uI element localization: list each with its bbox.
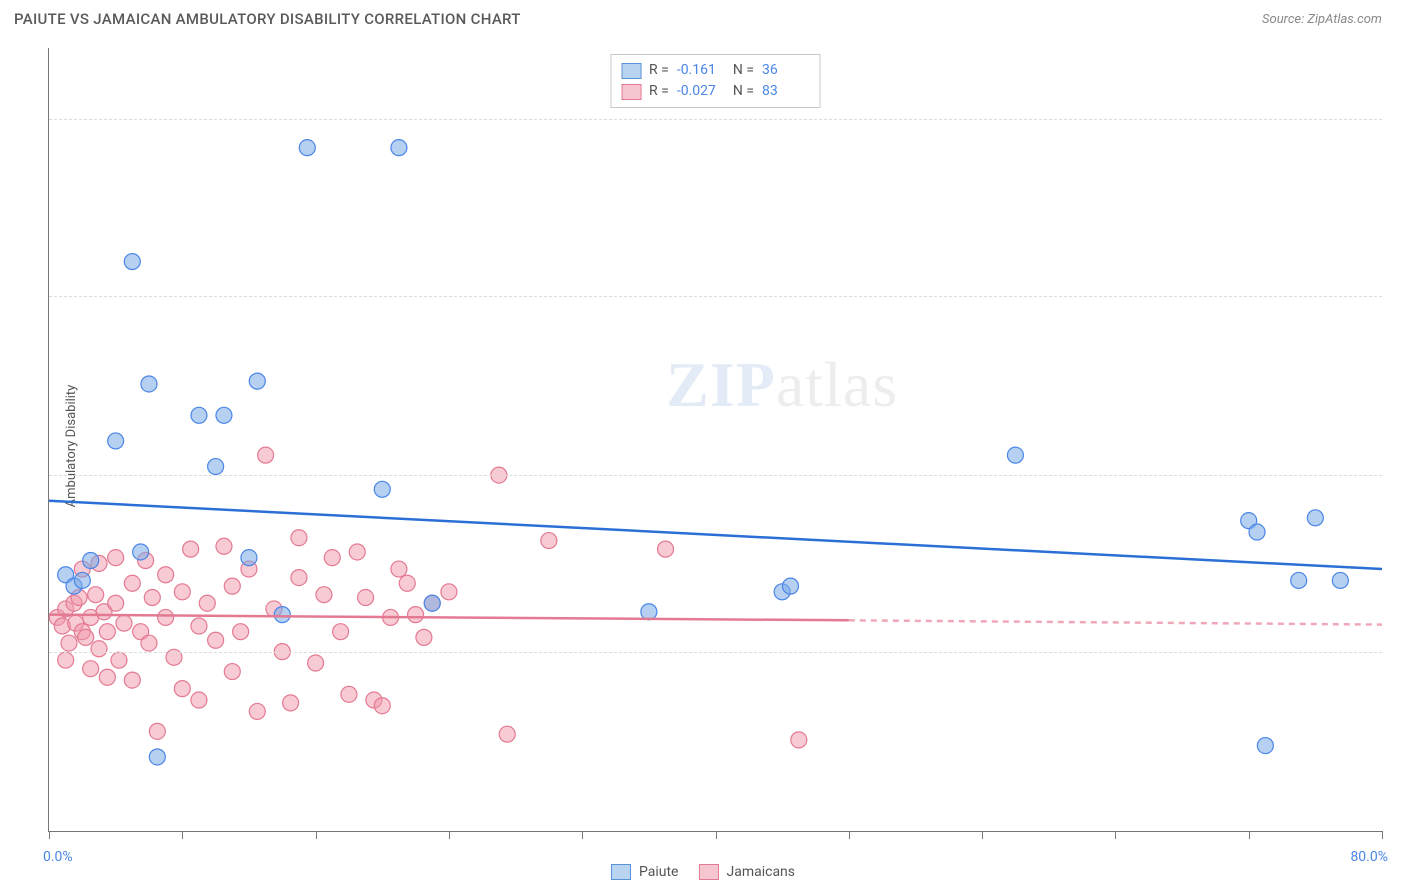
stats-legend-box: R = -0.161 N = 36 R = -0.027 N = 83	[610, 54, 821, 108]
x-tick	[1115, 831, 1116, 839]
legend-item-paiute: Paiute	[611, 864, 679, 880]
x-tick	[1249, 831, 1250, 839]
chart-title: PAIUTE VS JAMAICAN AMBULATORY DISABILITY…	[14, 10, 521, 28]
x-tick	[582, 831, 583, 839]
x-max-label: 80.0%	[1350, 849, 1388, 865]
chart-svg	[49, 48, 1382, 831]
y-tick-label: 18.8%	[1392, 288, 1406, 304]
x-tick	[316, 831, 317, 839]
x-tick	[449, 831, 450, 839]
y-tick-label: 12.5%	[1392, 467, 1406, 483]
gridline	[49, 119, 1382, 120]
x-min-label: 0.0%	[43, 849, 73, 865]
r-value-jamaicans: -0.027	[677, 81, 725, 102]
gridline	[49, 652, 1382, 653]
x-tick	[982, 831, 983, 839]
legend-swatch-paiute	[611, 864, 631, 880]
r-value-paiute: -0.161	[677, 60, 725, 81]
x-tick	[182, 831, 183, 839]
legend-bottom: Paiute Jamaicans	[611, 864, 795, 880]
stats-row-paiute: R = -0.161 N = 36	[621, 60, 810, 81]
legend-item-jamaicans: Jamaicans	[698, 864, 795, 880]
x-tick	[1382, 831, 1383, 839]
gridline	[49, 296, 1382, 297]
swatch-paiute	[621, 63, 641, 79]
legend-label-jamaicans: Jamaicans	[726, 864, 795, 880]
x-tick	[849, 831, 850, 839]
legend-label-paiute: Paiute	[639, 864, 679, 880]
swatch-jamaicans	[621, 84, 641, 100]
source-attribution: Source: ZipAtlas.com	[1262, 12, 1382, 27]
stats-row-jamaicans: R = -0.027 N = 83	[621, 81, 810, 102]
x-tick	[716, 831, 717, 839]
n-value-jamaicans: 83	[762, 81, 810, 102]
y-tick-label: 6.3%	[1392, 644, 1406, 660]
y-tick-label: 25.0%	[1392, 111, 1406, 127]
chart-plot-area: ZIPatlas R = -0.161 N = 36 R = -0.027 N …	[48, 48, 1382, 832]
n-value-paiute: 36	[762, 60, 810, 81]
gridline	[49, 475, 1382, 476]
x-tick	[49, 831, 50, 839]
legend-swatch-jamaicans	[698, 864, 718, 880]
